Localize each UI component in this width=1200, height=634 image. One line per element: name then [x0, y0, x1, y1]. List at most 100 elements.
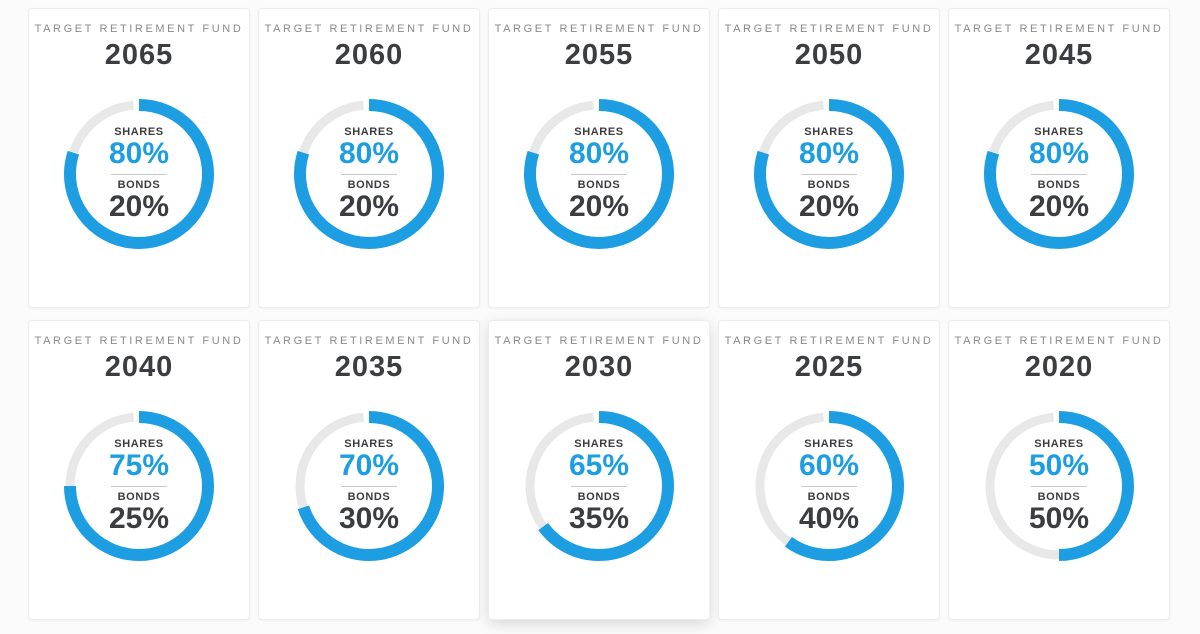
shares-value: 80% [108, 136, 170, 170]
fund-card-header: TARGET RETIREMENT FUND 2055 [489, 23, 709, 72]
divider-line [341, 174, 397, 175]
bonds-label: BONDS [347, 179, 391, 191]
shares-value: 80% [1028, 136, 1090, 170]
bonds-label: BONDS [807, 491, 851, 503]
shares-value: 60% [798, 448, 860, 482]
fund-card-label: TARGET RETIREMENT FUND [264, 335, 474, 347]
fund-card[interactable]: TARGET RETIREMENT FUND 2050 SHARES 80% B… [718, 8, 940, 308]
fund-card-header: TARGET RETIREMENT FUND 2060 [259, 23, 479, 72]
divider-line [801, 486, 857, 487]
shares-label: SHARES [574, 125, 624, 138]
fund-year: 2065 [104, 39, 174, 71]
shares-value: 80% [568, 136, 630, 170]
divider-line [801, 174, 857, 175]
fund-year: 2045 [1024, 39, 1094, 71]
bonds-value: 20% [108, 190, 170, 223]
shares-label: SHARES [114, 437, 164, 450]
fund-card[interactable]: TARGET RETIREMENT FUND 2025 SHARES 60% B… [718, 320, 940, 620]
shares-label: SHARES [114, 125, 164, 138]
bonds-value: 25% [108, 502, 170, 535]
allocation-donut: SHARES 80% BONDS 20% [983, 98, 1135, 250]
divider-line [111, 486, 167, 487]
shares-label: SHARES [1034, 437, 1084, 450]
donut-chart [64, 411, 214, 561]
allocation-donut: SHARES 80% BONDS 20% [753, 98, 905, 250]
fund-card-label: TARGET RETIREMENT FUND [724, 23, 934, 35]
donut-center-text: SHARES 80% BONDS 20% [293, 98, 445, 250]
bonds-label: BONDS [117, 491, 161, 503]
donut-center-text: SHARES 80% BONDS 20% [753, 98, 905, 250]
bonds-value: 40% [798, 502, 860, 535]
fund-card-label: TARGET RETIREMENT FUND [34, 335, 244, 347]
fund-year: 2060 [334, 39, 404, 71]
fund-card[interactable]: TARGET RETIREMENT FUND 2030 SHARES 65% B… [488, 320, 710, 620]
allocation-donut: SHARES 60% BONDS 40% [753, 410, 905, 562]
divider-line [1031, 486, 1087, 487]
donut-center-text: SHARES 50% BONDS 50% [983, 410, 1135, 562]
shares-value: 80% [338, 136, 400, 170]
divider-line [111, 174, 167, 175]
fund-card[interactable]: TARGET RETIREMENT FUND 2035 SHARES 70% B… [258, 320, 480, 620]
bonds-value: 20% [338, 190, 400, 223]
shares-value: 50% [1028, 448, 1090, 482]
fund-card-label: TARGET RETIREMENT FUND [494, 335, 704, 347]
bonds-label: BONDS [117, 179, 161, 191]
fund-card-header: TARGET RETIREMENT FUND 2045 [949, 23, 1169, 72]
donut-chart [295, 411, 444, 561]
fund-card[interactable]: TARGET RETIREMENT FUND 2040 SHARES 75% B… [28, 320, 250, 620]
allocation-donut: SHARES 50% BONDS 50% [983, 410, 1135, 562]
fund-year: 2040 [104, 351, 174, 383]
donut-chart [524, 99, 674, 249]
bonds-label: BONDS [347, 491, 391, 503]
shares-label: SHARES [804, 125, 854, 138]
fund-card[interactable]: TARGET RETIREMENT FUND 2055 SHARES 80% B… [488, 8, 710, 308]
allocation-donut: SHARES 70% BONDS 30% [293, 410, 445, 562]
fund-card[interactable]: TARGET RETIREMENT FUND 2060 SHARES 80% B… [258, 8, 480, 308]
donut-center-text: SHARES 65% BONDS 35% [523, 410, 675, 562]
donut-chart [294, 99, 444, 249]
allocation-donut: SHARES 80% BONDS 20% [523, 98, 675, 250]
fund-card-label: TARGET RETIREMENT FUND [954, 23, 1164, 35]
fund-grid: TARGET RETIREMENT FUND 2065 SHARES 80% B… [28, 8, 1170, 620]
bonds-value: 35% [568, 502, 630, 535]
shares-label: SHARES [1034, 125, 1084, 138]
fund-card-label: TARGET RETIREMENT FUND [34, 23, 244, 35]
divider-line [1031, 174, 1087, 175]
divider-line [571, 486, 627, 487]
shares-value: 65% [568, 448, 630, 482]
bonds-value: 20% [1028, 190, 1090, 223]
bonds-label: BONDS [1037, 179, 1081, 191]
fund-card-header: TARGET RETIREMENT FUND 2065 [29, 23, 249, 72]
fund-year: 2025 [794, 351, 864, 383]
shares-label: SHARES [804, 437, 854, 450]
donut-chart [64, 99, 214, 249]
donut-center-text: SHARES 80% BONDS 20% [523, 98, 675, 250]
donut-chart [755, 411, 904, 561]
fund-year: 2035 [334, 351, 404, 383]
fund-card[interactable]: TARGET RETIREMENT FUND 2045 SHARES 80% B… [948, 8, 1170, 308]
bonds-label: BONDS [577, 179, 621, 191]
fund-year: 2050 [794, 39, 864, 71]
fund-year: 2055 [564, 39, 634, 71]
donut-chart [525, 411, 674, 561]
fund-card-label: TARGET RETIREMENT FUND [954, 335, 1164, 347]
allocation-donut: SHARES 75% BONDS 25% [63, 410, 215, 562]
shares-value: 80% [798, 136, 860, 170]
donut-center-text: SHARES 60% BONDS 40% [753, 410, 905, 562]
donut-center-text: SHARES 75% BONDS 25% [63, 410, 215, 562]
shares-label: SHARES [344, 437, 394, 450]
fund-year: 2030 [564, 351, 634, 383]
fund-card-label: TARGET RETIREMENT FUND [724, 335, 934, 347]
shares-value: 70% [338, 448, 400, 482]
donut-chart [984, 99, 1134, 249]
fund-card-label: TARGET RETIREMENT FUND [264, 23, 474, 35]
fund-card[interactable]: TARGET RETIREMENT FUND 2065 SHARES 80% B… [28, 8, 250, 308]
donut-center-text: SHARES 80% BONDS 20% [983, 98, 1135, 250]
bonds-value: 20% [798, 190, 860, 223]
fund-card-header: TARGET RETIREMENT FUND 2030 [489, 335, 709, 384]
bonds-label: BONDS [807, 179, 851, 191]
shares-label: SHARES [344, 125, 394, 138]
donut-chart [985, 411, 1134, 561]
fund-card[interactable]: TARGET RETIREMENT FUND 2020 SHARES 50% B… [948, 320, 1170, 620]
bonds-value: 30% [338, 502, 400, 535]
